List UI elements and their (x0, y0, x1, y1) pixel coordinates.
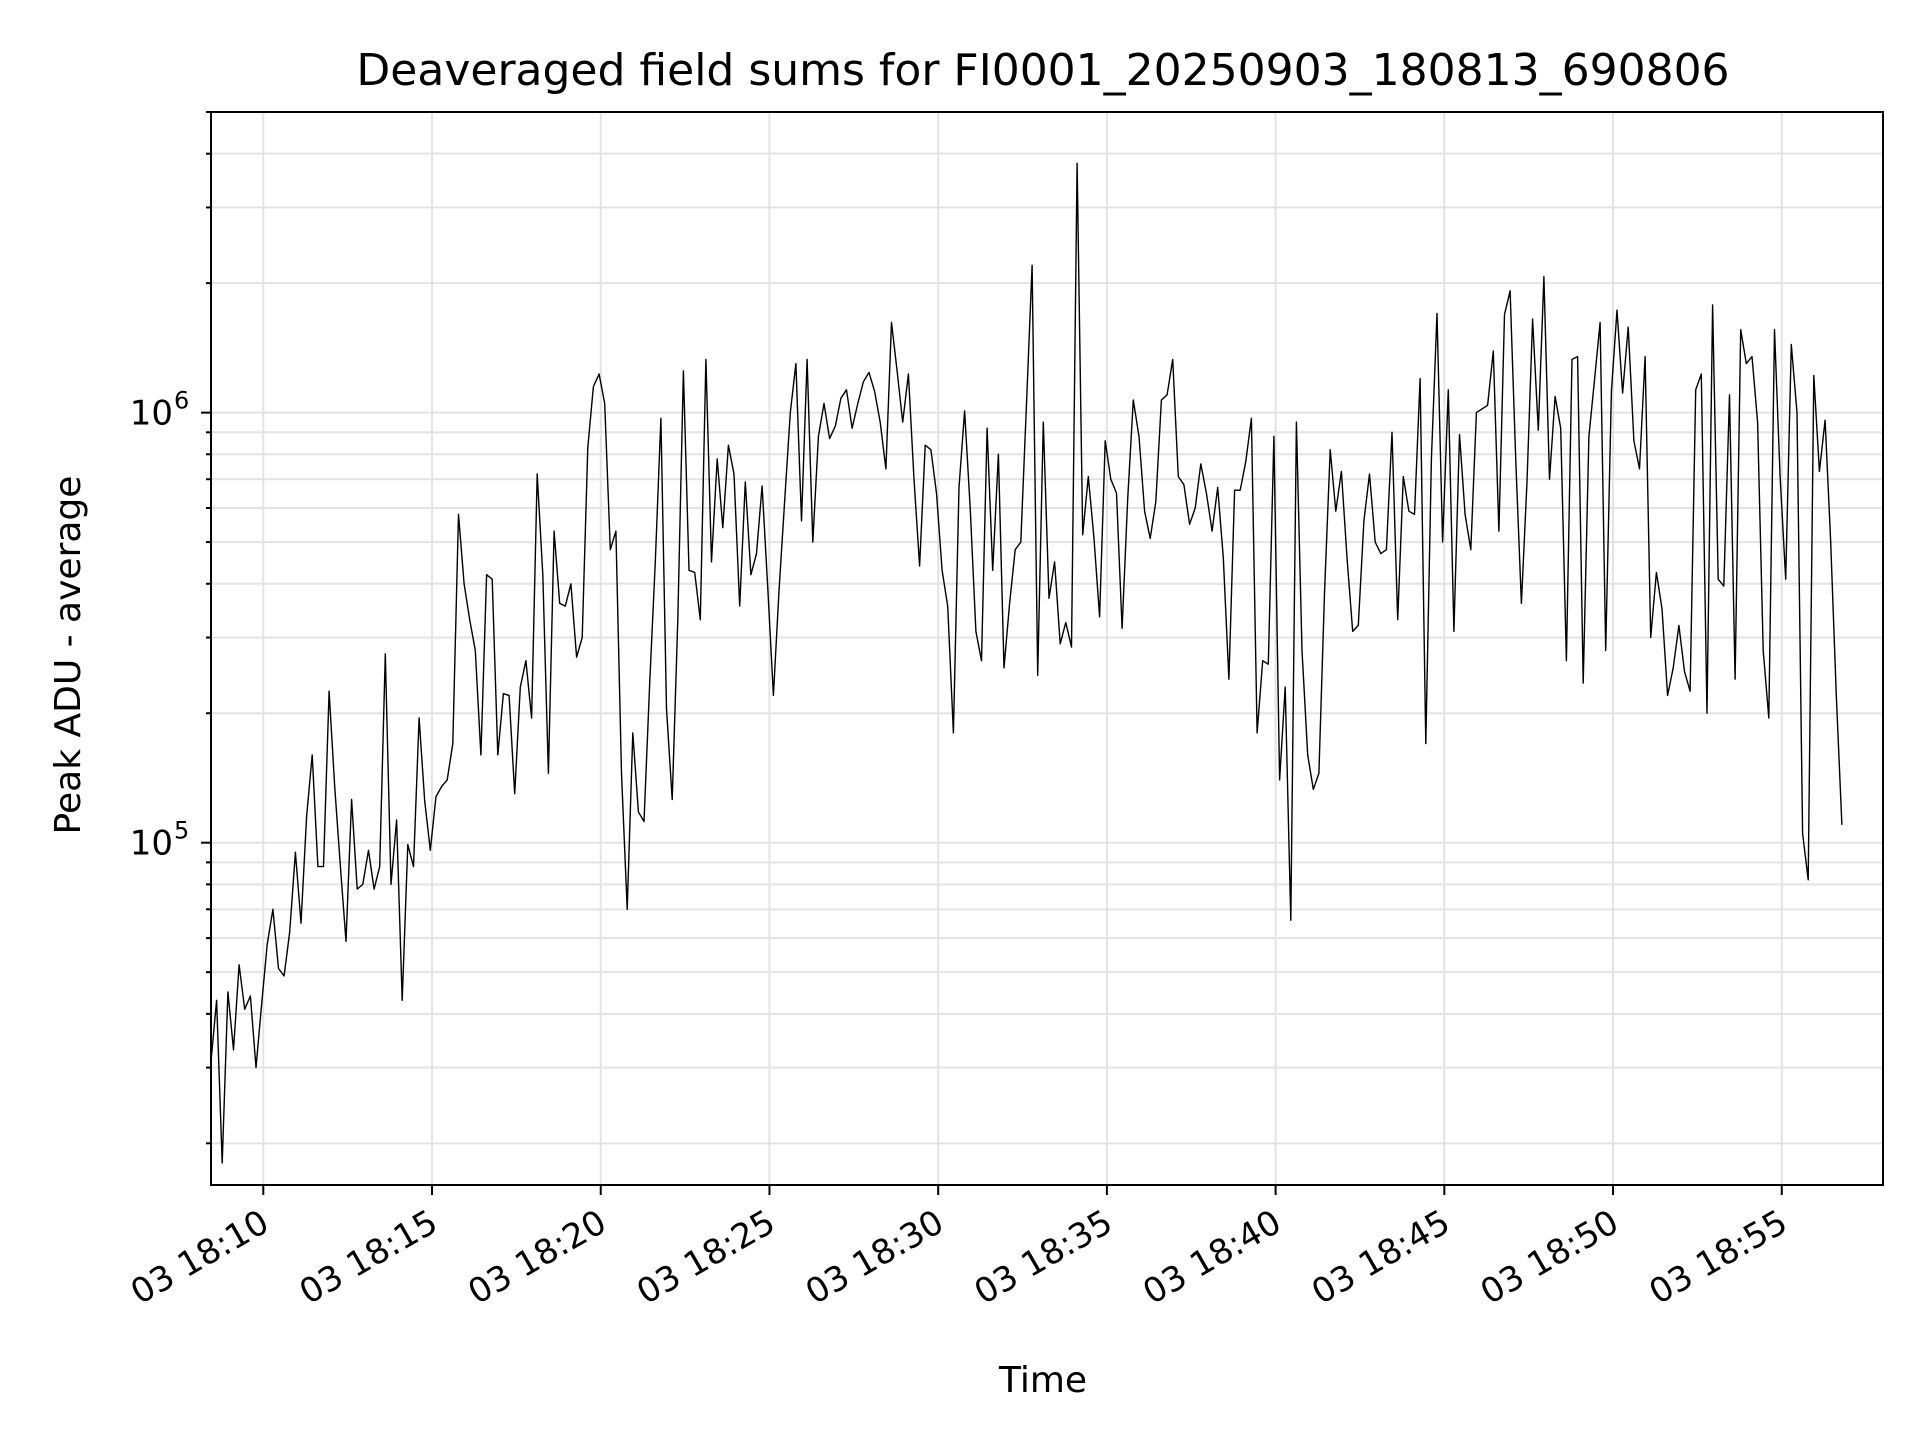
y-tick-label: 10 (130, 824, 173, 864)
y-tick-exponent: 5 (174, 817, 189, 845)
plot-frame (210, 111, 1884, 1186)
y-tick-base: 10 (130, 824, 173, 864)
y-tick-exponent: 6 (174, 387, 189, 415)
y-axis-label: Peak ADU - average (48, 476, 89, 835)
x-axis-label: Time (998, 1360, 1087, 1401)
chart-title: Deaveraged field sums for FI0001_2025090… (356, 45, 1729, 96)
y-tick-base: 10 (130, 394, 173, 434)
series (210, 162, 1843, 1164)
y-tick-label: 10 (130, 394, 173, 434)
series-line (210, 162, 1843, 1164)
